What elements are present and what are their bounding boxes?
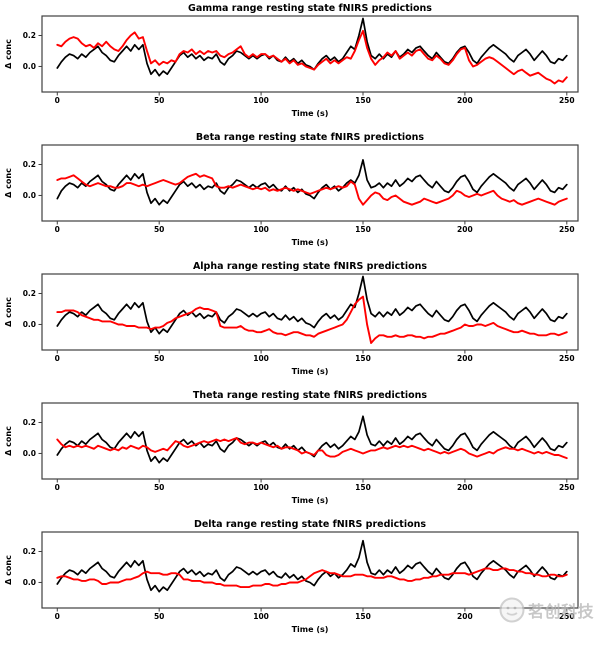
y-tick-label: 0.2 [23, 289, 36, 298]
x-tick-label: 200 [457, 483, 473, 492]
x-tick-label: 250 [559, 483, 575, 492]
subplot-beta: Beta range resting state fNIRS predictio… [0, 129, 600, 258]
chart-title: Delta range resting state fNIRS predicti… [194, 519, 426, 530]
chart-title: Gamma range resting state fNIRS predicti… [188, 3, 432, 14]
x-tick-label: 250 [559, 354, 575, 363]
series-line-black [56, 275, 568, 335]
x-tick-label: 200 [457, 225, 473, 234]
x-tick-label: 0 [55, 225, 60, 234]
series-line-red [56, 29, 568, 85]
x-tick-label: 200 [457, 354, 473, 363]
series-line-red [56, 172, 568, 206]
x-tick-label: 50 [154, 225, 164, 234]
series-line-red [56, 295, 568, 344]
plot-border [41, 144, 579, 222]
y-axis-label: Δ conc [4, 39, 13, 69]
series-line-red [56, 567, 568, 589]
x-tick-label: 50 [154, 354, 164, 363]
x-tick-label: 250 [559, 225, 575, 234]
chart-canvas: Theta range resting state fNIRS predicti… [4, 390, 579, 505]
chart-title: Theta range resting state fNIRS predicti… [193, 390, 427, 401]
x-tick-label: 150 [355, 612, 371, 621]
chart-title: Beta range resting state fNIRS predictio… [196, 132, 424, 143]
x-tick-label: 100 [253, 96, 269, 105]
series-line-black [56, 415, 568, 464]
series-line-black [56, 17, 568, 77]
series-line-black [56, 539, 568, 593]
x-tick-label: 150 [355, 354, 371, 363]
y-tick-label: 0.2 [23, 160, 36, 169]
x-tick-label: 100 [253, 354, 269, 363]
series-line-black [56, 159, 568, 206]
x-tick-label: 0 [55, 483, 60, 492]
x-tick-label: 250 [559, 96, 575, 105]
chart-canvas: Gamma range resting state fNIRS predicti… [4, 3, 579, 118]
x-tick-label: 100 [253, 612, 269, 621]
x-tick-label: 100 [253, 483, 269, 492]
y-tick-label: 0.0 [23, 191, 36, 200]
chart-canvas: Beta range resting state fNIRS predictio… [4, 132, 579, 247]
subplot-delta: Delta range resting state fNIRS predicti… [0, 516, 600, 645]
y-tick-label: 0.0 [23, 578, 36, 587]
x-tick-label: 0 [55, 612, 60, 621]
x-tick-label: 150 [355, 96, 371, 105]
x-tick-label: 50 [154, 96, 164, 105]
x-tick-label: 250 [559, 612, 575, 621]
y-axis-label: Δ conc [4, 426, 13, 456]
y-axis-label: Δ conc [4, 555, 13, 585]
x-tick-label: 200 [457, 96, 473, 105]
x-axis-label: Time (s) [292, 496, 329, 505]
plot-border [41, 402, 579, 480]
y-tick-label: 0.2 [23, 418, 36, 427]
x-axis-label: Time (s) [292, 625, 329, 634]
x-tick-label: 50 [154, 483, 164, 492]
y-axis-label: Δ conc [4, 168, 13, 198]
x-tick-label: 0 [55, 96, 60, 105]
y-tick-label: 0.0 [23, 320, 36, 329]
x-axis-label: Time (s) [292, 367, 329, 376]
x-tick-label: 100 [253, 225, 269, 234]
y-axis-label: Δ conc [4, 297, 13, 327]
y-tick-label: 0.0 [23, 449, 36, 458]
y-tick-label: 0.0 [23, 62, 36, 71]
plot-border [41, 273, 579, 351]
x-tick-label: 150 [355, 225, 371, 234]
plot-border [41, 15, 579, 93]
x-tick-label: 150 [355, 483, 371, 492]
subplot-theta: Theta range resting state fNIRS predicti… [0, 387, 600, 516]
x-tick-label: 200 [457, 612, 473, 621]
x-axis-label: Time (s) [292, 238, 329, 247]
plot-border [41, 531, 579, 609]
chart-canvas: Delta range resting state fNIRS predicti… [4, 519, 579, 634]
series-line-red [56, 437, 568, 460]
x-tick-label: 50 [154, 612, 164, 621]
chart-canvas: Alpha range resting state fNIRS predicti… [4, 261, 579, 376]
subplot-gamma: Gamma range resting state fNIRS predicti… [0, 0, 600, 129]
chart-title: Alpha range resting state fNIRS predicti… [193, 261, 427, 272]
y-tick-label: 0.2 [23, 547, 36, 556]
subplot-alpha: Alpha range resting state fNIRS predicti… [0, 258, 600, 387]
y-tick-label: 0.2 [23, 31, 36, 40]
x-tick-label: 0 [55, 354, 60, 363]
x-axis-label: Time (s) [292, 109, 329, 118]
